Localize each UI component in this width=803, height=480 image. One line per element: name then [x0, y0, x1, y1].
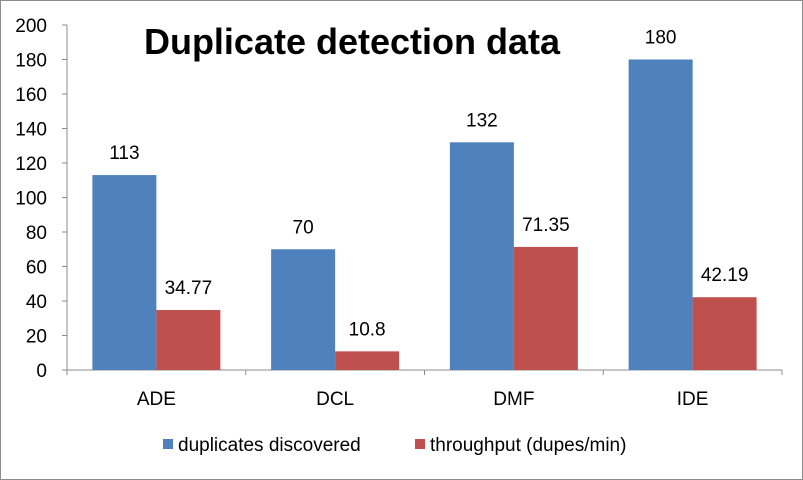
legend: duplicates discovered throughput (dupes/m… [163, 435, 626, 456]
legend-label: throughput (dupes/min) [430, 435, 626, 456]
legend-swatch [415, 439, 425, 449]
bar-throughput-dmf [513, 246, 578, 370]
bar-duplicates-ade [92, 175, 157, 370]
y-tick-label: 0 [36, 361, 47, 382]
bar-throughput-dcl [335, 351, 400, 370]
x-category-label: DCL [316, 389, 354, 410]
y-tick-label: 180 [15, 51, 47, 72]
data-label: 132 [466, 110, 498, 131]
legend-label: duplicates discovered [178, 435, 361, 456]
data-label: 71.35 [522, 215, 570, 236]
y-tick-label: 200 [15, 16, 47, 37]
data-label: 10.8 [349, 319, 386, 340]
data-label: 34.77 [165, 278, 213, 299]
data-label: 70 [293, 217, 314, 238]
y-tick-label: 160 [15, 85, 47, 106]
y-tick-label: 80 [26, 223, 47, 244]
x-category-label: ADE [137, 389, 176, 410]
bar-throughput-ade [156, 310, 221, 370]
bar-duplicates-dmf [449, 142, 514, 370]
bar-duplicates-ide [628, 59, 693, 370]
x-category-label: IDE [677, 389, 709, 410]
y-tick-label: 60 [26, 258, 47, 279]
y-tick-label: 20 [26, 327, 47, 348]
y-tick-label: 140 [15, 120, 47, 141]
data-label: 180 [645, 28, 677, 49]
data-labels: 113 70 132 180 34.77 10.8 71.35 42.19 [109, 28, 748, 341]
chart-title: Duplicate detection data [144, 21, 561, 62]
y-tick-label: 40 [26, 292, 47, 313]
data-label: 113 [109, 143, 139, 164]
data-label: 42.19 [701, 265, 749, 286]
legend-swatch [163, 439, 173, 449]
y-tick-label: 100 [15, 189, 47, 210]
bar-throughput-ide [692, 297, 757, 370]
bar-duplicates-dcl [271, 249, 336, 370]
y-tick-label: 120 [15, 154, 47, 175]
x-category-label: DMF [493, 389, 534, 410]
bars [92, 59, 757, 370]
